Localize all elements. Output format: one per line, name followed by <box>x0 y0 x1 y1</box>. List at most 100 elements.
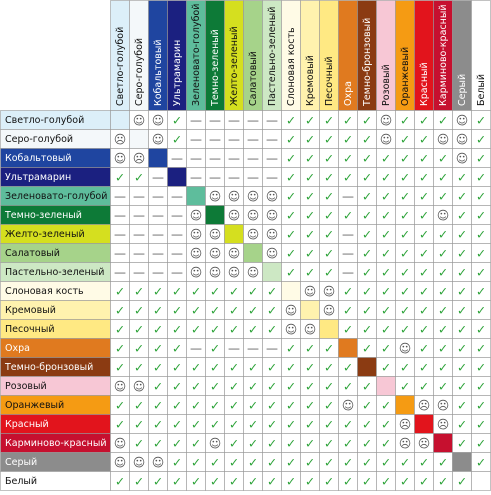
cell-symbol: — <box>209 114 221 128</box>
cell-symbol: ✓ <box>305 209 315 223</box>
column-label: Темно-бронзовый <box>362 18 373 107</box>
cell-symbol: — <box>228 114 240 128</box>
cell-symbol: ✓ <box>419 190 429 204</box>
cell-symbol: ✓ <box>476 380 486 394</box>
row-label: Оранжевый <box>5 400 64 411</box>
cell-symbol: ☺ <box>209 437 222 451</box>
cell-symbol: ☺ <box>247 266 260 280</box>
row-label: Карминово-красный <box>5 438 107 449</box>
column-label: Карминово-красный <box>438 5 449 107</box>
cell-symbol: ✓ <box>362 285 372 299</box>
cell-symbol: ✓ <box>381 228 391 242</box>
cell-symbol: ☺ <box>228 209 241 223</box>
cell-symbol: ☺ <box>133 114 146 128</box>
cell-symbol: — <box>247 133 259 147</box>
cell-symbol: ☺ <box>323 285 336 299</box>
cell-symbol: ✓ <box>286 342 296 356</box>
cell-symbol: ☺ <box>152 114 165 128</box>
cell-symbol: ✓ <box>305 114 315 128</box>
cell-symbol: ✓ <box>305 418 315 432</box>
cell-symbol: — <box>152 171 164 185</box>
cell-symbol: ✓ <box>134 475 144 489</box>
cell-symbol: ✓ <box>400 228 410 242</box>
cell-symbol: ✓ <box>400 456 410 470</box>
row-label: Желто-зеленый <box>5 229 85 240</box>
cell-symbol: — <box>228 152 240 166</box>
diagonal-cell <box>262 262 282 282</box>
cell-symbol: ✓ <box>134 361 144 375</box>
cell-symbol: — <box>133 247 145 261</box>
diagonal-cell <box>452 452 472 472</box>
cell-symbol: ☺ <box>304 285 317 299</box>
cell-symbol: ✓ <box>419 171 429 185</box>
cell-symbol: ✓ <box>438 228 448 242</box>
cell-symbol: ✓ <box>381 152 391 166</box>
cell-symbol: ✓ <box>362 114 372 128</box>
cell-symbol: ✓ <box>381 171 391 185</box>
cell-symbol: ✓ <box>400 190 410 204</box>
cell-symbol: ☺ <box>437 133 450 147</box>
cell-symbol: ✓ <box>286 418 296 432</box>
cell-symbol: ✓ <box>381 418 391 432</box>
cell-symbol: ☺ <box>133 380 146 394</box>
cell-symbol: ✓ <box>362 209 372 223</box>
cell-symbol: ✓ <box>438 342 448 356</box>
cell-symbol: ✓ <box>400 133 410 147</box>
cell-symbol: ✓ <box>248 361 258 375</box>
cell-symbol: ✓ <box>381 323 391 337</box>
cell-symbol: — <box>342 190 354 204</box>
cell-symbol: ✓ <box>419 247 429 261</box>
cell-symbol: ☺ <box>342 399 355 413</box>
cell-symbol: — <box>114 247 126 261</box>
cell-symbol: ✓ <box>324 133 334 147</box>
cell-symbol: ✓ <box>305 380 315 394</box>
cell-symbol: — <box>171 209 183 223</box>
cell-symbol: ✓ <box>457 171 467 185</box>
cell-symbol: ☹ <box>418 437 431 451</box>
cell-symbol: ✓ <box>172 323 182 337</box>
cell-symbol: ✓ <box>400 152 410 166</box>
cell-symbol: ✓ <box>381 285 391 299</box>
cell-symbol: ✓ <box>476 437 486 451</box>
cell-symbol: — <box>114 228 126 242</box>
cell-symbol: ☺ <box>380 114 393 128</box>
cell-symbol: ✓ <box>419 342 429 356</box>
cell-symbol: ✓ <box>115 304 125 318</box>
cell-symbol: ✓ <box>362 456 372 470</box>
cell-symbol: ✓ <box>381 437 391 451</box>
cell-symbol: ☺ <box>456 133 469 147</box>
cell-symbol: ✓ <box>476 133 486 147</box>
cell-symbol: ✓ <box>381 209 391 223</box>
cell-symbol: ✓ <box>476 152 486 166</box>
cell-symbol: ☺ <box>209 247 222 261</box>
cell-symbol: — <box>133 209 145 223</box>
cell-symbol: ✓ <box>457 342 467 356</box>
cell-symbol: ✓ <box>381 247 391 261</box>
cell-symbol: — <box>114 209 126 223</box>
cell-symbol: ✓ <box>172 133 182 147</box>
cell-symbol: ✓ <box>324 190 334 204</box>
cell-symbol: ✓ <box>419 380 429 394</box>
cell-symbol: — <box>247 114 259 128</box>
cell-symbol: ✓ <box>153 323 163 337</box>
cell-symbol: ✓ <box>191 437 201 451</box>
cell-symbol: ✓ <box>419 456 429 470</box>
cell-symbol: — <box>190 133 202 147</box>
cell-symbol: — <box>133 266 145 280</box>
cell-symbol: ☺ <box>114 456 127 470</box>
cell-symbol: ✓ <box>229 437 239 451</box>
cell-symbol: ✓ <box>210 399 220 413</box>
cell-symbol: ✓ <box>324 380 334 394</box>
row-label: Красный <box>5 419 49 430</box>
cell-symbol: ✓ <box>191 323 201 337</box>
cell-symbol: ✓ <box>134 399 144 413</box>
cell-symbol: ✓ <box>286 190 296 204</box>
cell-symbol: ✓ <box>305 133 315 147</box>
row-label: Белый <box>5 476 37 487</box>
cell-symbol: ✓ <box>267 323 277 337</box>
cell-symbol: ✓ <box>172 361 182 375</box>
cell-symbol: ☺ <box>133 456 146 470</box>
row-label: Слоновая кость <box>5 286 84 297</box>
cell-symbol: — <box>171 266 183 280</box>
cell-symbol: — <box>342 247 354 261</box>
